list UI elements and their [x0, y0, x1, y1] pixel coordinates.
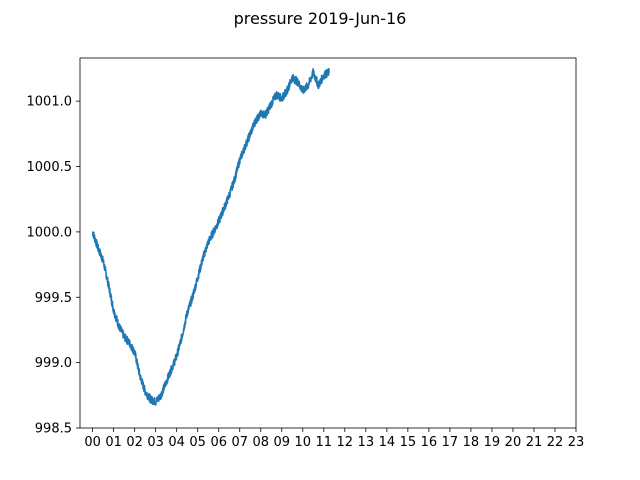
axes-layer: 00 01 02 03 04 05 06 07 08 09 10 11 12 13 14 15 16 17 18 19… — [27, 95, 585, 450]
x-tick-label: 12 — [337, 435, 354, 450]
x-tick-label: 09 — [273, 435, 290, 450]
x-tick-label: 22 — [547, 435, 564, 450]
x-tick-label: 19 — [484, 435, 501, 450]
x-tick-label: 07 — [231, 435, 248, 450]
plot-area — [80, 58, 576, 428]
y-tick-label: 998.5 — [35, 422, 72, 437]
y-tick-label: 1000.5 — [27, 160, 73, 175]
y-tick-label: 1001.0 — [27, 95, 73, 110]
x-tick-label: 15 — [400, 435, 417, 450]
x-tick-label: 10 — [295, 435, 312, 450]
x-tick-label: 00 — [84, 435, 101, 450]
plot-frame — [79, 57, 577, 429]
chart-title: pressure 2019-Jun-16 — [234, 9, 407, 28]
x-tick-label: 02 — [126, 435, 143, 450]
x-tick-label: 05 — [189, 435, 206, 450]
y-tick-label: 999.0 — [35, 356, 72, 371]
x-tick-label: 11 — [316, 435, 333, 450]
x-tick-label: 17 — [442, 435, 459, 450]
x-tick-label: 08 — [252, 435, 269, 450]
x-tick-label: 23 — [568, 435, 585, 450]
x-tick-label: 01 — [105, 435, 122, 450]
x-tick-label: 16 — [421, 435, 438, 450]
x-tick-label: 18 — [463, 435, 480, 450]
x-tick-label: 06 — [210, 435, 227, 450]
x-tick-label: 14 — [379, 435, 396, 450]
x-tick-label: 04 — [168, 435, 185, 450]
x-tick-label: 21 — [526, 435, 543, 450]
x-tick-label: 20 — [505, 435, 522, 450]
x-tick-label: 13 — [358, 435, 375, 450]
data-layer — [91, 67, 330, 406]
x-tick-label: 03 — [147, 435, 164, 450]
y-tick-label: 999.5 — [35, 291, 72, 306]
series-line — [91, 67, 330, 406]
y-tick-label: 1000.0 — [27, 225, 73, 240]
